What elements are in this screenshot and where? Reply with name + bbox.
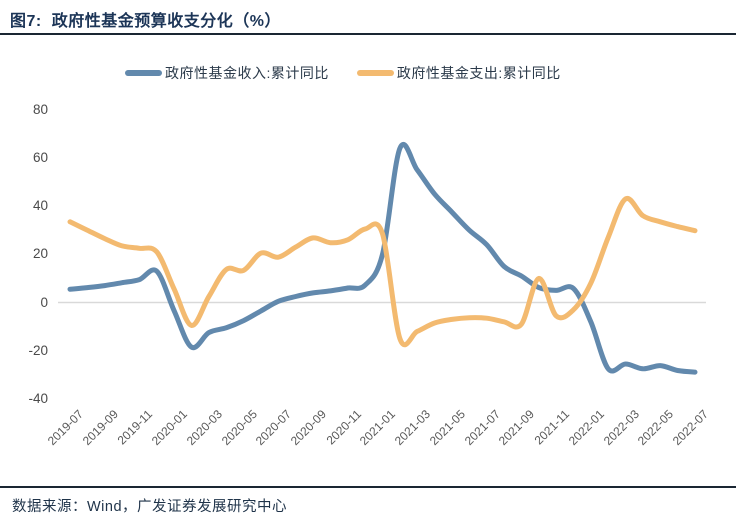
chart-title: 图7: 政府性基金预算收支分化（%） — [10, 7, 281, 31]
legend-label-revenue: 政府性基金收入:累计同比 — [165, 65, 329, 81]
data-source-note: 数据来源：Wind，广发证券发展研究中心 — [12, 495, 287, 516]
y-axis-tick-label: 0 — [40, 294, 48, 310]
y-axis-tick-label: -20 — [28, 342, 48, 358]
legend-label-expenditure: 政府性基金支出:累计同比 — [396, 65, 561, 81]
y-axis-tick-label: -40 — [28, 390, 48, 406]
y-axis-tick-label: 60 — [32, 149, 48, 165]
y-axis-tick-label: 40 — [32, 198, 48, 214]
revenue-line-marker — [125, 69, 162, 77]
data-source-text: 数据来源：Wind，广发证券发展研究中心 — [12, 499, 288, 515]
footer-divider-line — [0, 486, 736, 488]
figure-number-label: 图7: — [10, 13, 42, 30]
legend-item-expenditure: 政府性基金支出:累计同比 — [356, 63, 561, 83]
expenditure-series-line — [67, 195, 698, 348]
figure-title-text: 政府性基金预算收支分化（%） — [51, 13, 281, 30]
title-divider-line — [0, 33, 736, 35]
expenditure-line-marker — [356, 69, 394, 77]
y-axis-tick-label: 80 — [32, 101, 48, 117]
chart-legend: 政府性基金收入:累计同比 政府性基金支出:累计同比 — [125, 63, 561, 83]
legend-item-revenue: 政府性基金收入:累计同比 — [125, 63, 329, 83]
y-axis-tick-label: 20 — [32, 246, 48, 262]
revenue-series-line — [67, 142, 698, 375]
